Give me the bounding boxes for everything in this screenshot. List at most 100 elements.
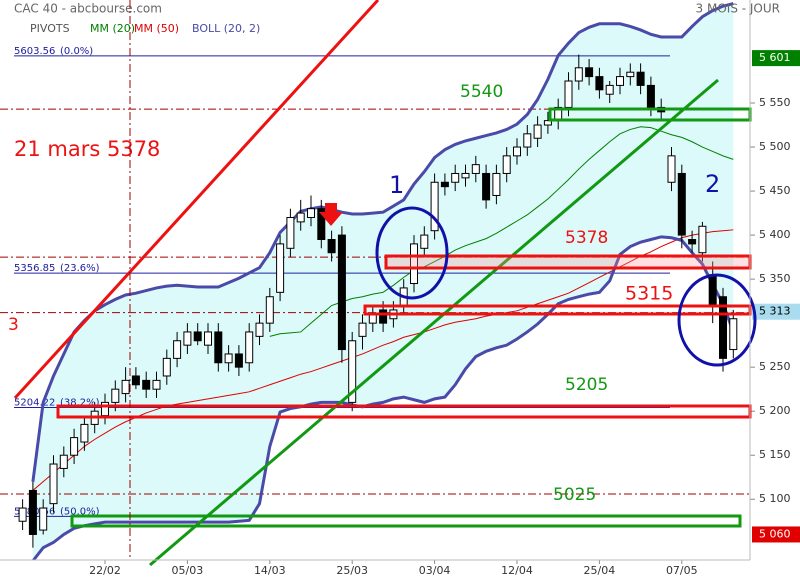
annotation: 5378 [565, 228, 608, 248]
bollinger-upper [31, 2, 734, 482]
price-marker-label: 5 060 [759, 527, 791, 540]
annotation: 5315 [625, 283, 673, 305]
price-marker [752, 303, 800, 320]
annotation: 5205 [565, 375, 608, 395]
fibonacci-value: 5356.85 [14, 263, 55, 274]
y-tick-label: 5 150 [759, 448, 791, 461]
fibonacci-percent: (38.2%) [60, 397, 100, 408]
candle-body [183, 331, 192, 346]
x-tick-label: 25/03 [336, 564, 368, 577]
candle-body [719, 296, 727, 359]
candle-body [420, 234, 429, 249]
candle-body [482, 172, 491, 201]
annotation: 5025 [553, 485, 596, 505]
candle-body [70, 437, 79, 456]
fibonacci-percent: (50.0%) [60, 506, 100, 517]
candle-body [646, 84, 655, 108]
candle-body [585, 67, 594, 78]
price-marker-label: 5 601 [759, 51, 791, 64]
candle-body [461, 172, 470, 179]
legend-entry: PIVOTS [30, 22, 70, 35]
y-tick-label: 5 400 [759, 228, 791, 241]
band-fill [32, 3, 734, 560]
y-tick-label: 5 350 [759, 272, 791, 285]
candle-body [307, 208, 315, 218]
x-tick-label: 25/04 [584, 564, 616, 577]
candle-body [358, 322, 367, 337]
price-marker [752, 50, 800, 67]
candle-body [224, 353, 233, 364]
y-tick-label: 5 200 [759, 404, 791, 417]
candle-body [636, 71, 645, 86]
y-tick-label: 5 500 [759, 140, 791, 153]
x-tick-label: 05/03 [172, 564, 204, 577]
candle-body [605, 84, 614, 95]
candle-body [337, 234, 346, 351]
annotation: 1 [389, 171, 404, 199]
candle-body [451, 172, 460, 183]
fibonacci-value: 5603.56 [14, 46, 55, 57]
candle-body [574, 67, 583, 82]
chart-subtitle: 3 MOIS - JOUR [696, 2, 780, 16]
candle-body [698, 225, 707, 254]
candle-body [59, 454, 68, 469]
price-marker [752, 526, 800, 543]
legend-entry: MM (50) [134, 22, 179, 35]
candle-body [348, 340, 357, 403]
candle-body [317, 208, 326, 240]
zone [70, 514, 742, 528]
candle-body [101, 401, 109, 417]
candle-body [729, 318, 738, 351]
candle-body [595, 76, 604, 91]
zone [384, 254, 752, 270]
candle-body [543, 120, 552, 126]
candle-body [502, 155, 511, 174]
candle-body [193, 331, 202, 342]
annotation: 2 [705, 170, 720, 198]
trend-line [13, 0, 380, 400]
annotation: 3 [8, 315, 19, 335]
candle-body [440, 181, 449, 188]
candle-body [626, 71, 635, 78]
candle-body [492, 172, 501, 196]
fibonacci-percent: (0.0%) [60, 46, 93, 57]
y-tick-label: 5 100 [759, 492, 791, 505]
candle-body [39, 507, 48, 531]
candle-body [368, 313, 377, 324]
legend-entry: MM (20) [90, 22, 135, 35]
candle-body [121, 379, 130, 395]
x-tick-label: 22/02 [89, 564, 121, 577]
y-tick-label: 5 550 [759, 96, 791, 109]
price-marker-label: 5 313 [759, 305, 791, 318]
candle-body [677, 172, 686, 236]
candle-body [111, 388, 120, 403]
candle-body [173, 340, 182, 359]
candle-body [513, 146, 521, 157]
y-tick-label: 5 450 [759, 184, 791, 197]
x-tick-label: 12/04 [501, 564, 533, 577]
trend-line [149, 78, 719, 567]
ma20-line [269, 126, 734, 337]
candle-body [80, 423, 89, 443]
candle-body [327, 238, 336, 254]
candle-body [245, 331, 254, 364]
fibonacci-value: 5204.22 [14, 397, 55, 408]
arrow [319, 203, 343, 226]
candle-body [379, 309, 388, 324]
candle-body [430, 181, 439, 232]
candle-body [667, 155, 676, 183]
candle-body [616, 76, 624, 86]
candle-body [533, 124, 542, 139]
fibonacci-percent: (23.6%) [60, 263, 100, 274]
candle-body [204, 331, 212, 346]
candle-body [214, 331, 223, 364]
candle-body [18, 507, 27, 522]
annotation: 21 mars 5378 [14, 137, 160, 161]
candle-body [471, 164, 480, 174]
legend-entry: BOLL (20, 2) [192, 22, 260, 35]
candle-body [265, 296, 274, 324]
x-tick-label: 03/04 [419, 564, 451, 577]
candle-body [708, 274, 717, 307]
candle-body [410, 243, 418, 285]
candle-body [234, 353, 243, 368]
